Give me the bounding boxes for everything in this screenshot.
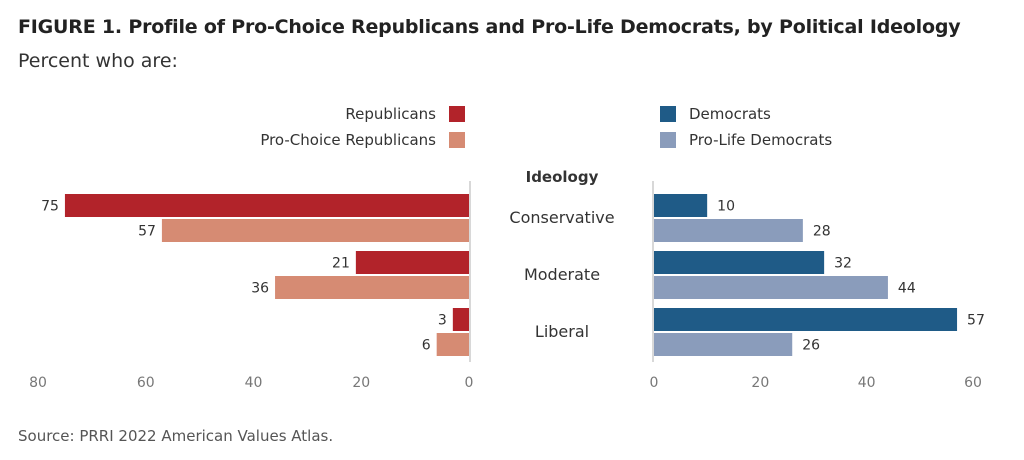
legend-label-pro-choice-republicans: Pro-Choice Republicans	[260, 131, 436, 149]
value-label-pro-life-democrats-liberal: 26	[802, 338, 820, 354]
republicans-panel: 75 21 3 57 36 6 80 60 40 20 0	[29, 181, 473, 391]
value-label-pro-choice-republicans-moderate: 36	[251, 281, 269, 297]
left-tick-80: 80	[29, 375, 47, 391]
value-label-republicans-conservative: 75	[41, 199, 59, 215]
bar-pro-life-democrats-moderate	[654, 276, 888, 299]
left-tick-20: 20	[352, 375, 370, 391]
left-tick-40: 40	[245, 375, 263, 391]
value-label-pro-life-democrats-moderate: 44	[898, 281, 916, 297]
value-label-pro-choice-republicans-conservative: 57	[138, 224, 156, 240]
value-label-republicans-moderate: 21	[332, 256, 350, 272]
value-label-pro-choice-republicans-liberal: 6	[422, 338, 431, 354]
source-note: Source: PRRI 2022 American Values Atlas.	[18, 427, 334, 445]
bar-pro-life-democrats-conservative	[654, 219, 803, 242]
bar-democrats-moderate	[654, 251, 825, 274]
legend-swatch-pro-life-democrats	[660, 132, 676, 148]
bar-republicans-liberal	[452, 308, 469, 331]
value-label-democrats-liberal: 57	[967, 313, 985, 329]
left-tick-60: 60	[137, 375, 155, 391]
right-tick-0: 0	[650, 375, 659, 391]
category-label-liberal: Liberal	[535, 322, 589, 341]
bar-pro-choice-republicans-conservative	[161, 219, 469, 242]
legend-swatch-republicans	[449, 106, 465, 122]
legend-swatch-pro-choice-republicans	[449, 132, 465, 148]
chart-legends: Republicans Pro-Choice Republicans Democra…	[260, 105, 832, 149]
bar-pro-life-democrats-liberal	[654, 333, 793, 356]
legend-label-pro-life-democrats: Pro-Life Democrats	[689, 131, 832, 149]
legend-label-democrats: Democrats	[689, 105, 771, 123]
value-label-democrats-conservative: 10	[717, 199, 735, 215]
bar-democrats-liberal	[654, 308, 958, 331]
ideology-category-labels: Ideology Conservative Moderate Liberal	[509, 168, 614, 341]
democrats-panel: 10 32 57 28 44 26 0 20 40 60	[650, 181, 985, 391]
bar-pro-choice-republicans-liberal	[436, 333, 469, 356]
category-label-conservative: Conservative	[509, 208, 614, 227]
bar-pro-choice-republicans-moderate	[275, 276, 469, 299]
right-tick-40: 40	[858, 375, 876, 391]
value-label-pro-life-democrats-conservative: 28	[813, 224, 831, 240]
value-label-democrats-moderate: 32	[834, 256, 852, 272]
bar-republicans-conservative	[64, 194, 469, 217]
legend-label-republicans: Republicans	[345, 105, 436, 123]
right-tick-20: 20	[751, 375, 769, 391]
value-label-republicans-liberal: 3	[438, 313, 447, 329]
figure-title: FIGURE 1. Profile of Pro-Choice Republic…	[18, 16, 961, 38]
category-label-moderate: Moderate	[524, 265, 600, 284]
bar-republicans-moderate	[355, 251, 469, 274]
left-tick-0: 0	[465, 375, 474, 391]
figure-subtitle: Percent who are:	[18, 50, 178, 72]
right-tick-60: 60	[964, 375, 982, 391]
category-axis-title: Ideology	[526, 168, 599, 186]
legend-swatch-democrats	[660, 106, 676, 122]
bar-democrats-conservative	[654, 194, 708, 217]
